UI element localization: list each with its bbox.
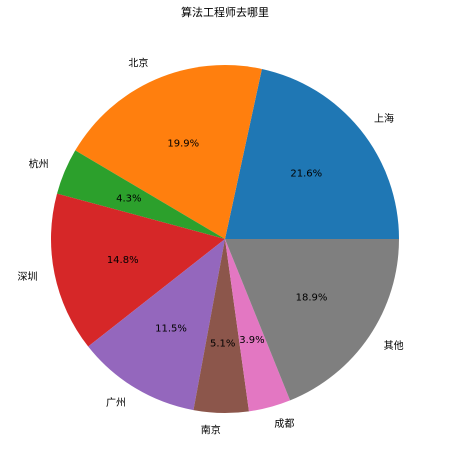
pie-slice (225, 239, 399, 401)
slice-percent: 11.5% (155, 323, 187, 334)
slice-percent: 18.9% (296, 292, 328, 303)
slice-percent: 14.8% (107, 255, 139, 266)
slice-percent: 21.6% (290, 168, 322, 179)
pie-slice (225, 239, 291, 412)
slice-label: 其他 (384, 339, 404, 352)
pie-slice (225, 68, 399, 239)
pie-slice (193, 239, 249, 413)
pie-slice (75, 65, 262, 239)
pie-slice (57, 150, 226, 239)
slice-percent: 4.3% (116, 193, 141, 204)
slice-percent: 19.9% (167, 138, 199, 149)
slice-label: 上海 (374, 112, 394, 125)
pie-slice (88, 239, 225, 411)
slice-percent: 5.1% (210, 338, 235, 349)
slice-label: 广州 (106, 397, 126, 409)
slice-label: 南京 (201, 423, 221, 436)
slice-label: 深圳 (17, 271, 37, 283)
slice-label: 北京 (128, 57, 148, 70)
slice-percent: 3.9% (239, 335, 264, 346)
slice-label: 成都 (274, 418, 294, 430)
chart-title: 算法工程师去哪里 (181, 5, 269, 19)
pie-slice (50, 193, 225, 347)
slice-label: 杭州 (29, 158, 49, 171)
